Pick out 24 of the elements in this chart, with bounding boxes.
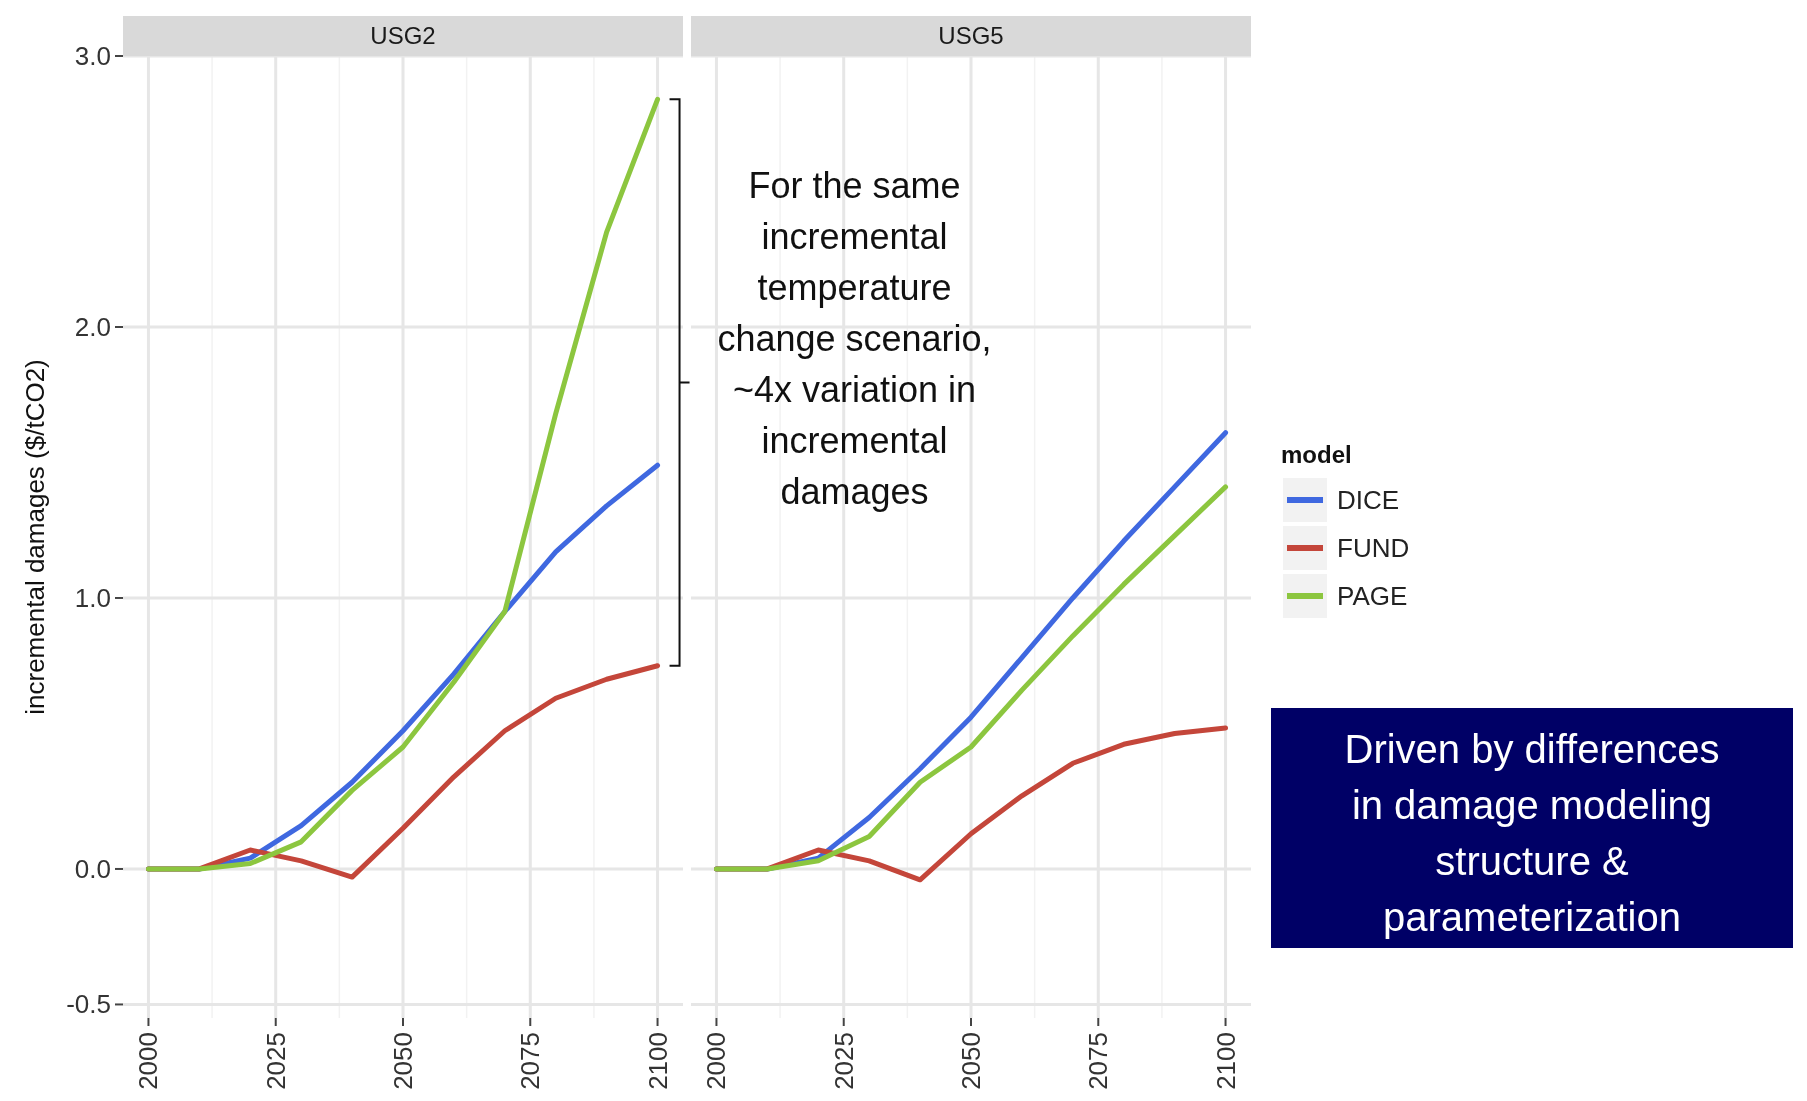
annotation: For the same incremental temperature change scenario, ~4x variation in incremental damages	[717, 165, 992, 512]
legend-title: model	[1281, 441, 1352, 468]
y-tick-label: 0.0	[74, 853, 111, 884]
x-tick-label: 2075	[1083, 1032, 1114, 1090]
x-tick-label: 2075	[515, 1032, 546, 1090]
y-tick-label: 1.0	[74, 582, 111, 613]
x-tick-label: 2050	[388, 1032, 418, 1090]
legend-label: PAGE	[1337, 581, 1408, 611]
y-axis-title: incremental damages ($/tCO2)	[20, 359, 50, 715]
x-tick-label: 2100	[642, 1032, 673, 1090]
x-tick-label: 2025	[828, 1032, 859, 1090]
y-tick-label: -0.5	[66, 989, 111, 1020]
chart-title: USG5	[938, 22, 1004, 49]
legend-label: FUND	[1337, 533, 1410, 563]
y-tick-label: 3.0	[74, 41, 111, 71]
chart-title: USG2	[370, 22, 436, 49]
x-tick-label: 2100	[1210, 1032, 1241, 1090]
x-tick-label: 2025	[260, 1032, 291, 1090]
y-tick-label: 2.0	[74, 311, 111, 342]
x-tick-label: 2050	[956, 1032, 986, 1090]
legend-label: DICE	[1337, 485, 1400, 515]
x-tick-label: 2000	[701, 1032, 732, 1090]
text: Driven by differences in damage modeling structure & parameterization	[1344, 727, 1720, 939]
x-tick-label: 2000	[133, 1032, 164, 1090]
